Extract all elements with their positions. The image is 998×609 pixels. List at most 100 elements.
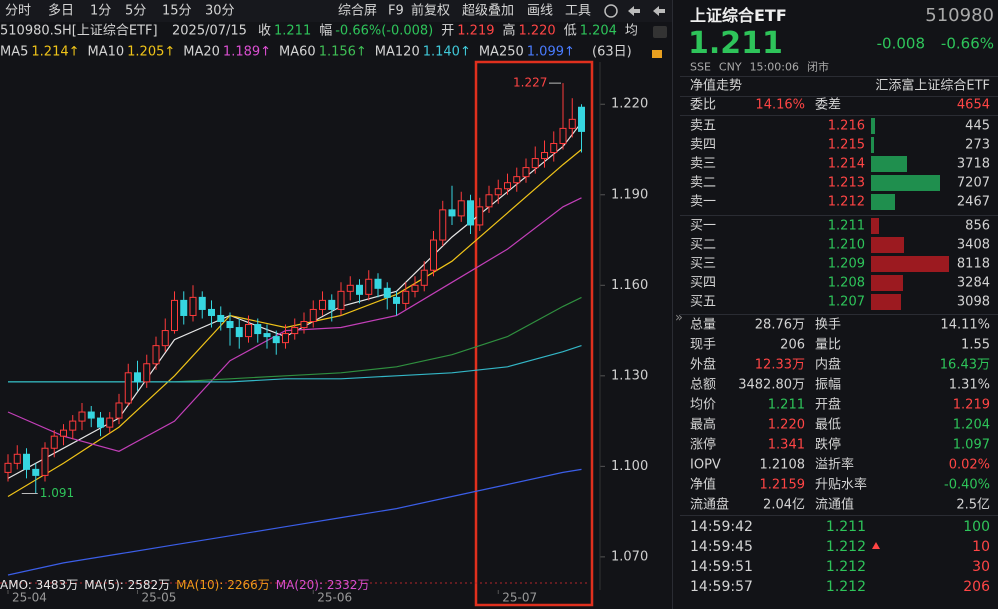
- period-tab[interactable]: 1分: [90, 3, 112, 19]
- stat-value: 2.04亿: [763, 497, 805, 513]
- stat-label: 流通盘: [690, 497, 730, 513]
- book-volume: 3718: [956, 156, 990, 172]
- change-pct: -0.66%: [940, 34, 994, 53]
- candle-body: [430, 239, 437, 271]
- volume-legend: AMO: 3483万: [0, 578, 79, 592]
- tool-button[interactable]: 综合屏: [338, 3, 378, 19]
- candle-body: [328, 299, 336, 310]
- stat-label: 均价: [690, 397, 717, 413]
- candle-body: [300, 321, 308, 329]
- min-label: 1.091: [40, 486, 74, 500]
- book-bar: [871, 118, 876, 134]
- stat-label: 总额: [690, 377, 717, 393]
- separator: [680, 76, 998, 77]
- legend-value: 1.205↑: [127, 44, 176, 60]
- book-bar: [871, 175, 941, 191]
- volume-legend: MA(5): 2582万: [84, 578, 171, 592]
- book-label: 买四: [690, 275, 717, 291]
- stat-label: 最高: [690, 417, 717, 433]
- candle-body: [568, 118, 576, 129]
- stat-value: 1.2108: [759, 457, 806, 473]
- lock-icon[interactable]: [652, 50, 662, 58]
- collapse-button[interactable]: »: [675, 310, 683, 326]
- stat-value: 16.43万: [939, 357, 990, 373]
- book-bar: [871, 218, 880, 234]
- candle-body: [4, 462, 12, 473]
- symbol: 510980.SH[上证综合ETF]: [0, 23, 158, 39]
- row-label: 委差: [815, 97, 842, 113]
- legend-value: 1.140↑: [422, 44, 471, 60]
- weibi: 14.16%: [755, 97, 805, 113]
- candle-body: [245, 324, 252, 338]
- candle-body: [189, 296, 197, 316]
- stat-value: 1.55: [961, 337, 990, 353]
- legend-name: MA120: [374, 44, 420, 60]
- book-label: 买二: [690, 237, 717, 253]
- candle-body: [161, 330, 169, 347]
- tool-button[interactable]: 前复权: [411, 3, 451, 19]
- tick-arrow: [872, 542, 880, 549]
- field-label: 低: [563, 23, 577, 39]
- candle-body: [97, 417, 104, 428]
- back-icon[interactable]: [628, 6, 640, 16]
- wp-icon[interactable]: [653, 26, 667, 38]
- separator: [680, 115, 998, 116]
- period-tab[interactable]: 30分: [205, 3, 235, 19]
- last-price: 1.211: [688, 26, 783, 61]
- separator: [680, 96, 998, 97]
- candle-body: [494, 188, 502, 196]
- toolbar: [0, 0, 672, 22]
- period-tab[interactable]: 15分: [162, 3, 192, 19]
- legend-name: MA60: [279, 44, 316, 60]
- candle-body: [282, 333, 289, 344]
- trade-volume: 206: [963, 579, 990, 595]
- row-label: 委比: [690, 97, 717, 113]
- candle-body: [550, 142, 558, 154]
- stat-label: 开盘: [815, 397, 842, 413]
- stat-label: 量比: [815, 337, 842, 353]
- tool-button[interactable]: 工具: [565, 3, 592, 19]
- candle-body: [41, 447, 49, 476]
- stat-value: 206: [780, 337, 805, 353]
- ma-line: [7, 468, 582, 576]
- field-value: 1.220: [518, 23, 556, 39]
- stat-value: 1.2159: [759, 477, 806, 493]
- book-bar: [871, 194, 895, 210]
- book-bar: [871, 275, 903, 291]
- back-icon[interactable]: [653, 6, 665, 16]
- candle-body: [337, 290, 345, 310]
- trade-time: 14:59:51: [690, 559, 753, 575]
- book-volume: 856: [965, 218, 990, 234]
- candle-body: [531, 158, 539, 169]
- nav-link[interactable]: 净值走势: [690, 78, 743, 94]
- tool-button[interactable]: 超级叠加: [462, 3, 515, 19]
- candle-body: [208, 308, 215, 316]
- tool-button[interactable]: F9: [388, 3, 404, 19]
- period-label: (63日): [592, 44, 632, 60]
- candle-body: [319, 299, 326, 310]
- settings-icon[interactable]: [604, 4, 618, 18]
- trade-volume: 100: [963, 519, 990, 535]
- period-tab[interactable]: 分时: [5, 3, 32, 19]
- ma-line: [8, 345, 582, 383]
- book-price: 1.213: [827, 175, 865, 191]
- candle-body: [541, 152, 548, 160]
- fund-name: 汇添富上证综合ETF: [875, 78, 990, 94]
- book-price: 1.216: [827, 118, 865, 134]
- book-label: 卖三: [690, 156, 717, 172]
- trade-time: 14:59:42: [690, 519, 753, 535]
- book-price: 1.207: [827, 294, 865, 310]
- field-value: -0.66%(-0.008): [335, 23, 434, 39]
- candle-body: [124, 372, 132, 404]
- period-tab[interactable]: 5分: [125, 3, 147, 19]
- candle-body: [69, 420, 77, 431]
- book-volume: 3098: [956, 294, 990, 310]
- book-label: 买三: [690, 256, 717, 272]
- book-volume: 2467: [956, 194, 990, 210]
- period-tab[interactable]: 多日: [48, 3, 75, 19]
- book-label: 卖五: [690, 118, 717, 134]
- candle-body: [106, 417, 114, 428]
- tool-button[interactable]: 画线: [527, 3, 554, 19]
- stat-label: 跌停: [815, 437, 842, 453]
- candle-body: [32, 468, 40, 476]
